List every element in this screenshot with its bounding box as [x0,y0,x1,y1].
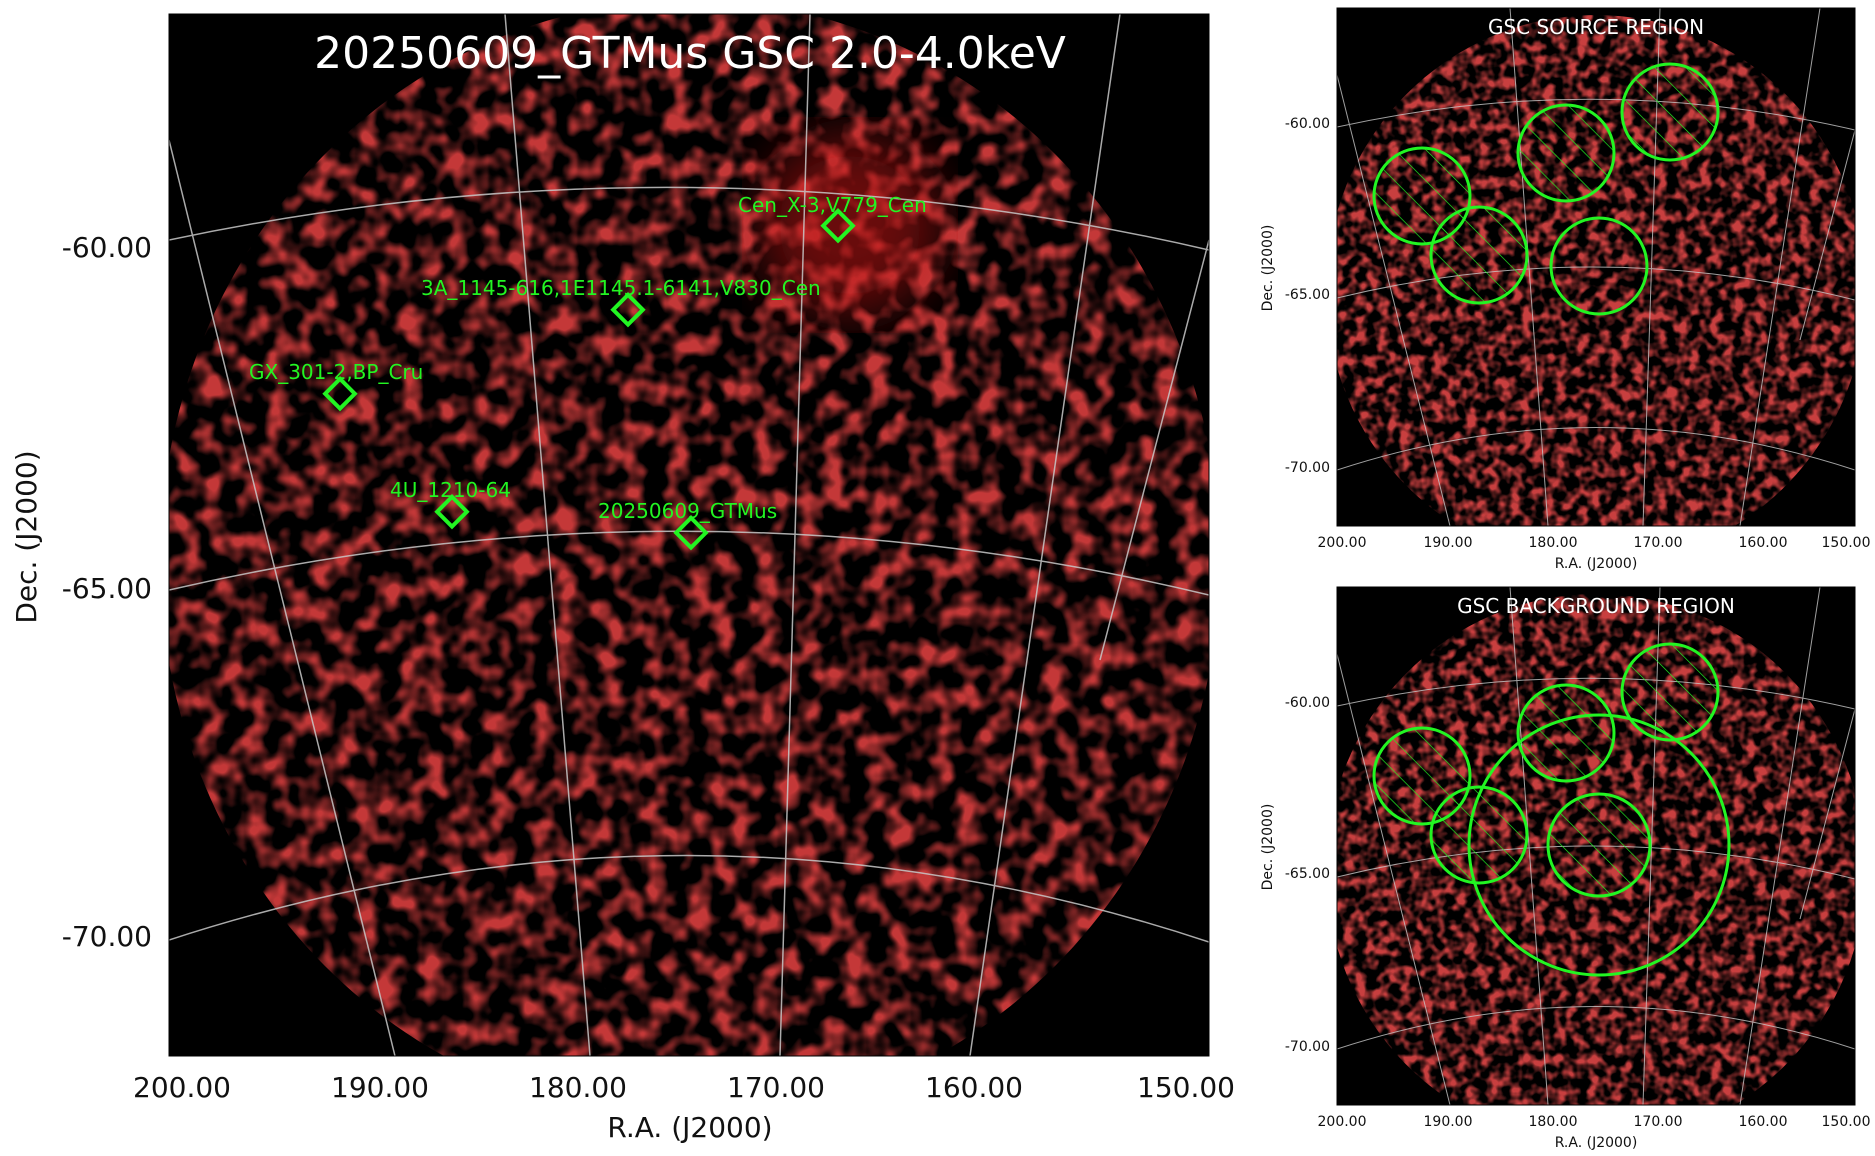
background-y-axis-title: Dec. (J2000) [1260,804,1276,891]
ra-tick-label: 190.00 [331,1071,429,1104]
source-panel-title: GSC SOURCE REGION [1488,15,1704,39]
ra-tick-label: 150.00 [1137,1071,1235,1104]
source-region-circles [1372,62,1720,316]
ra-tick-label: 180.00 [529,1071,627,1104]
source-marker-4u-1210[interactable] [434,494,470,530]
source-label-cen-x3: Cen_X-3,V779_Cen [738,193,927,217]
main-dec-tick-labels: -60.00 -65.00 -70.00 [62,231,152,953]
dec-tick-label: -60.00 [62,231,152,264]
ra-tick-label: 200.00 [1318,535,1367,551]
dec-tick-label: -70.00 [62,920,152,953]
excluded-source-circle[interactable] [1429,785,1529,885]
source-ra-tick-labels: 200.00 190.00 180.00 170.00 160.00 150.0… [1318,535,1871,551]
background-region-panel: GSC BACKGROUND REGION [1337,587,1855,1105]
source-marker-gtmus[interactable] [673,515,709,551]
dec-tick-label: -70.00 [1285,460,1330,476]
main-panel-title: 20250609_GTMus GSC 2.0-4.0keV [314,28,1066,79]
ra-tick-label: 190.00 [1424,535,1473,551]
ra-tick-label: 200.00 [133,1071,231,1104]
source-dec-tick-labels: -60.00 -65.00 -70.00 [1285,116,1330,476]
main-ra-tick-labels: 200.00 190.00 180.00 170.00 160.00 150.0… [133,1071,1235,1104]
source-panel-frame [1336,7,1856,527]
main-source-labels: Cen_X-3,V779_Cen 3A_1145-616,1E1145.1-61… [249,193,927,523]
source-label-3a-1145: 3A_1145-616,1E1145.1-6141,V830_Cen [421,276,821,300]
main-panel-frame [168,13,1210,1057]
ra-tick-label: 150.00 [1822,535,1871,551]
background-panel-frame [1336,586,1856,1106]
dec-tick-label: -65.00 [1285,287,1330,303]
dec-tick-label: -70.00 [1285,1039,1330,1055]
source-x-axis-title: R.A. (J2000) [1555,556,1638,572]
ra-tick-label: 150.00 [1822,1114,1871,1130]
ra-tick-label: 170.00 [1634,1114,1683,1130]
ra-tick-label: 160.00 [1739,1114,1788,1130]
main-y-axis-title: Dec. (J2000) [10,450,43,623]
main-x-axis-title: R.A. (J2000) [607,1111,772,1144]
source-emission-map [1337,15,1855,526]
source-marker-gx-301[interactable] [322,376,358,412]
background-ra-tick-labels: 200.00 190.00 180.00 170.00 160.00 150.0… [1318,1114,1871,1130]
ra-tick-label: 180.00 [1529,1114,1578,1130]
source-region-panel: GSC SOURCE REGION [1337,8,1855,526]
background-dec-tick-labels: -60.00 -65.00 -70.00 [1285,695,1330,1055]
excluded-target-circle[interactable] [1546,792,1652,898]
source-y-axis-title: Dec. (J2000) [1260,225,1276,312]
background-panel-title: GSC BACKGROUND REGION [1457,594,1735,618]
source-marker-cen-x3[interactable] [820,208,856,244]
source-region-circle[interactable] [1516,103,1616,203]
background-x-axis-title: R.A. (J2000) [1555,1135,1638,1151]
main-source-markers [322,208,856,551]
ra-tick-label: 160.00 [925,1071,1023,1104]
source-label-4u-1210: 4U_1210-64 [390,478,511,502]
excluded-source-circle[interactable] [1516,683,1616,783]
source-coordinate-grid [1337,8,1855,526]
source-label-gx-301: GX_301-2,BP_Cru [249,360,423,384]
ra-tick-label: 200.00 [1318,1114,1367,1130]
source-label-gtmus: 20250609_GTMus [598,499,777,523]
source-region-circle[interactable] [1429,205,1529,305]
source-region-circle[interactable] [1620,62,1720,162]
dec-tick-label: -65.00 [1285,866,1330,882]
excluded-source-circle[interactable] [1620,642,1720,742]
target-region-circle[interactable] [1549,216,1649,316]
main-coordinate-grid [169,14,1209,1056]
dec-tick-label: -60.00 [1285,695,1330,711]
main-image-panel: Cen_X-3,V779_Cen 3A_1145-616,1E1145.1-61… [169,14,1209,1056]
ra-tick-label: 170.00 [727,1071,825,1104]
source-marker-3a-1145[interactable] [610,292,646,328]
ra-tick-label: 180.00 [1529,535,1578,551]
ra-tick-label: 160.00 [1739,535,1788,551]
background-region-circles [1372,642,1731,977]
dec-tick-label: -65.00 [62,572,152,605]
ra-tick-label: 170.00 [1634,535,1683,551]
dec-tick-label: -60.00 [1285,116,1330,132]
ra-tick-label: 190.00 [1424,1114,1473,1130]
